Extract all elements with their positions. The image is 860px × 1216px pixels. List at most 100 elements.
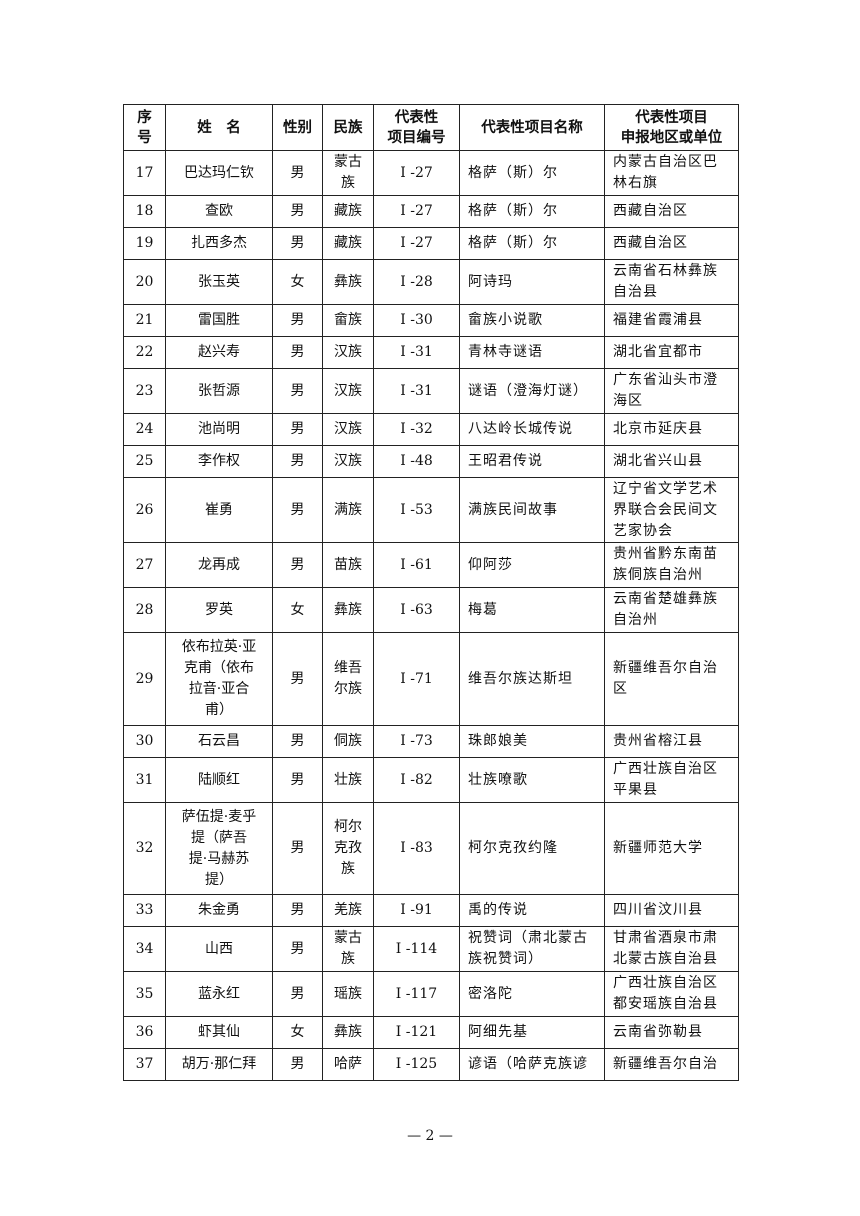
cell-ethnicity: 彝族 bbox=[322, 259, 374, 305]
cell-name: 陆顺红 bbox=[165, 757, 273, 803]
cell-ethnicity: 壮族 bbox=[322, 757, 374, 803]
cell-region: 新疆维吾尔自治 bbox=[604, 1048, 739, 1081]
cell-number: 30 bbox=[123, 725, 166, 758]
cell-region: 湖北省兴山县 bbox=[604, 445, 739, 478]
cell-gender: 男 bbox=[272, 368, 323, 414]
cell-number: 24 bbox=[123, 413, 166, 446]
header-number: 序 号 bbox=[123, 104, 166, 151]
cell-project-code: I -31 bbox=[373, 368, 460, 414]
cell-number: 20 bbox=[123, 259, 166, 305]
heritage-inheritors-table: 序 号 姓 名 性别 民族 代表性 项目编号 代表性项目名称 代表性项目 申报地… bbox=[123, 104, 739, 1081]
cell-project-code: I -114 bbox=[373, 926, 460, 972]
cell-number: 34 bbox=[123, 926, 166, 972]
cell-name: 石云昌 bbox=[165, 725, 273, 758]
cell-project-name: 阿诗玛 bbox=[459, 259, 605, 305]
cell-ethnicity: 汉族 bbox=[322, 336, 374, 369]
cell-ethnicity: 畲族 bbox=[322, 304, 374, 337]
cell-gender: 男 bbox=[272, 195, 323, 228]
cell-project-name: 阿细先基 bbox=[459, 1016, 605, 1049]
cell-project-code: I -117 bbox=[373, 971, 460, 1017]
table-row: 26 崔勇男满族 I -53 满族民间故事 辽宁省文学艺术 界联合会民间文 艺家协会 bbox=[123, 477, 739, 543]
cell-ethnicity: 藏族 bbox=[322, 195, 374, 228]
cell-ethnicity: 蒙古 族 bbox=[322, 926, 374, 972]
cell-region: 新疆维吾尔自治 区 bbox=[604, 632, 739, 726]
cell-gender: 男 bbox=[272, 802, 323, 895]
cell-region: 贵州省榕江县 bbox=[604, 725, 739, 758]
cell-gender: 男 bbox=[272, 971, 323, 1017]
table-row: 27 龙再成男苗族 I -61 仰阿莎 贵州省黔东南苗 族侗族自治州 bbox=[123, 542, 739, 588]
cell-name: 巴达玛仁钦 bbox=[165, 150, 273, 196]
cell-project-name: 仰阿莎 bbox=[459, 542, 605, 588]
table-row: 21 雷国胜男畲族 I -30 畲族小说歌 福建省霞浦县 bbox=[123, 304, 739, 337]
cell-number: 36 bbox=[123, 1016, 166, 1049]
cell-project-name: 谚语（哈萨克族谚 bbox=[459, 1048, 605, 1081]
header-region: 代表性项目 申报地区或单位 bbox=[604, 104, 739, 151]
cell-gender: 男 bbox=[272, 757, 323, 803]
cell-project-name: 祝赞词（肃北蒙古 族祝赞词） bbox=[459, 926, 605, 972]
cell-number: 29 bbox=[123, 632, 166, 726]
cell-gender: 男 bbox=[272, 1048, 323, 1081]
cell-region: 云南省楚雄彝族 自治州 bbox=[604, 587, 739, 633]
cell-region: 云南省弥勒县 bbox=[604, 1016, 739, 1049]
cell-project-code: I -125 bbox=[373, 1048, 460, 1081]
cell-project-name: 畲族小说歌 bbox=[459, 304, 605, 337]
cell-project-code: I -83 bbox=[373, 802, 460, 895]
cell-project-name: 柯尔克孜约隆 bbox=[459, 802, 605, 895]
cell-ethnicity: 羌族 bbox=[322, 894, 374, 927]
cell-name: 赵兴寿 bbox=[165, 336, 273, 369]
cell-region: 四川省汶川县 bbox=[604, 894, 739, 927]
table-row: 28 罗英女彝族 I -63 梅葛 云南省楚雄彝族 自治州 bbox=[123, 587, 739, 633]
cell-name: 依布拉英·亚 克甫（依布 拉音·亚合 甫） bbox=[165, 632, 273, 726]
table-row: 29 依布拉英·亚 克甫（依布 拉音·亚合 甫）男维吾 尔族 I -71 维吾尔族达斯… bbox=[123, 632, 739, 726]
cell-region: 内蒙古自治区巴 林右旗 bbox=[604, 150, 739, 196]
cell-region: 云南省石林彝族 自治县 bbox=[604, 259, 739, 305]
cell-name: 罗英 bbox=[165, 587, 273, 633]
cell-project-name: 王昭君传说 bbox=[459, 445, 605, 478]
cell-project-name: 谜语（澄海灯谜） bbox=[459, 368, 605, 414]
cell-gender: 男 bbox=[272, 336, 323, 369]
cell-gender: 男 bbox=[272, 725, 323, 758]
table-row: 19 扎西多杰男藏族 I -27 格萨（斯）尔 西藏自治区 bbox=[123, 227, 739, 260]
cell-project-name: 格萨（斯）尔 bbox=[459, 150, 605, 196]
cell-region: 广西壮族自治区 平果县 bbox=[604, 757, 739, 803]
cell-gender: 男 bbox=[272, 632, 323, 726]
cell-ethnicity: 彝族 bbox=[322, 1016, 374, 1049]
header-ethnicity: 民族 bbox=[322, 104, 374, 151]
cell-project-name: 密洛陀 bbox=[459, 971, 605, 1017]
cell-ethnicity: 汉族 bbox=[322, 413, 374, 446]
table-row: 36 虾其仙女彝族 I -121 阿细先基 云南省弥勒县 bbox=[123, 1016, 739, 1049]
cell-region: 甘肃省酒泉市肃 北蒙古族自治县 bbox=[604, 926, 739, 972]
cell-number: 35 bbox=[123, 971, 166, 1017]
cell-ethnicity: 瑶族 bbox=[322, 971, 374, 1017]
cell-region: 西藏自治区 bbox=[604, 195, 739, 228]
cell-number: 33 bbox=[123, 894, 166, 927]
table-row: 25 李作权男汉族 I -48 王昭君传说 湖北省兴山县 bbox=[123, 445, 739, 478]
table-row: 30 石云昌男侗族 I -73 珠郎娘美 贵州省榕江县 bbox=[123, 725, 739, 758]
table-row: 35 蓝永红男瑶族 I -117 密洛陀 广西壮族自治区 都安瑶族自治县 bbox=[123, 971, 739, 1017]
table-row: 37 胡万·那仁拜男哈萨 I -125 谚语（哈萨克族谚 新疆维吾尔自治 bbox=[123, 1048, 739, 1081]
cell-ethnicity: 藏族 bbox=[322, 227, 374, 260]
cell-number: 22 bbox=[123, 336, 166, 369]
header-name: 姓 名 bbox=[165, 104, 273, 151]
table-row: 31 陆顺红男壮族 I -82 壮族嘹歌 广西壮族自治区 平果县 bbox=[123, 757, 739, 803]
cell-project-name: 满族民间故事 bbox=[459, 477, 605, 543]
cell-ethnicity: 苗族 bbox=[322, 542, 374, 588]
cell-project-code: I -27 bbox=[373, 195, 460, 228]
cell-name: 扎西多杰 bbox=[165, 227, 273, 260]
cell-project-code: I -32 bbox=[373, 413, 460, 446]
cell-region: 北京市延庆县 bbox=[604, 413, 739, 446]
cell-number: 21 bbox=[123, 304, 166, 337]
cell-project-name: 壮族嘹歌 bbox=[459, 757, 605, 803]
cell-region: 西藏自治区 bbox=[604, 227, 739, 260]
cell-number: 25 bbox=[123, 445, 166, 478]
cell-project-code: I -53 bbox=[373, 477, 460, 543]
cell-name: 蓝永红 bbox=[165, 971, 273, 1017]
cell-region: 湖北省宜都市 bbox=[604, 336, 739, 369]
cell-project-name: 梅葛 bbox=[459, 587, 605, 633]
header-project-name: 代表性项目名称 bbox=[459, 104, 605, 151]
cell-project-code: I -28 bbox=[373, 259, 460, 305]
cell-gender: 女 bbox=[272, 259, 323, 305]
